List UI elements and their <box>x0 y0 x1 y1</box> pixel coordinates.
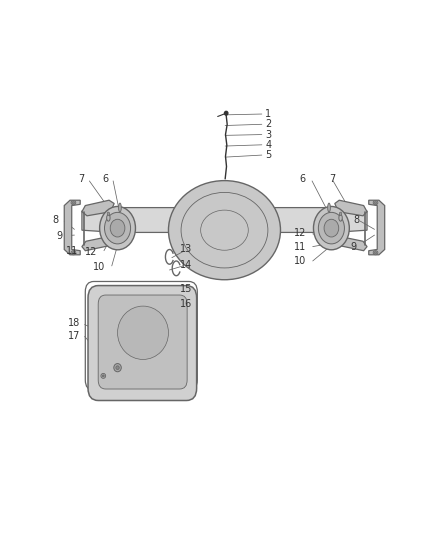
Polygon shape <box>82 236 114 251</box>
Ellipse shape <box>119 203 121 212</box>
Ellipse shape <box>72 252 74 254</box>
Text: 10: 10 <box>93 262 105 272</box>
Ellipse shape <box>314 206 350 250</box>
Ellipse shape <box>71 251 76 255</box>
Ellipse shape <box>169 181 280 280</box>
Polygon shape <box>82 207 367 232</box>
Ellipse shape <box>99 206 135 250</box>
Text: 10: 10 <box>294 256 306 266</box>
FancyBboxPatch shape <box>98 295 187 389</box>
Text: 14: 14 <box>180 260 192 270</box>
Text: 6: 6 <box>102 174 108 184</box>
Text: 11: 11 <box>294 241 306 252</box>
Polygon shape <box>369 200 385 255</box>
Text: 5: 5 <box>265 150 272 160</box>
Text: 17: 17 <box>68 330 80 341</box>
Text: 1: 1 <box>265 109 271 119</box>
Ellipse shape <box>339 215 342 221</box>
Ellipse shape <box>224 111 228 115</box>
Ellipse shape <box>117 306 169 359</box>
Text: 6: 6 <box>300 174 306 184</box>
Ellipse shape <box>116 366 119 369</box>
Ellipse shape <box>101 374 106 378</box>
Polygon shape <box>82 200 114 216</box>
Ellipse shape <box>105 212 131 244</box>
Ellipse shape <box>107 212 110 215</box>
Ellipse shape <box>71 200 76 205</box>
Text: 8: 8 <box>52 215 58 225</box>
Ellipse shape <box>318 212 344 244</box>
Text: 9: 9 <box>56 230 62 240</box>
Ellipse shape <box>110 219 125 237</box>
Polygon shape <box>335 200 367 216</box>
Ellipse shape <box>324 219 339 237</box>
FancyBboxPatch shape <box>88 286 197 400</box>
Text: 3: 3 <box>265 130 271 140</box>
Ellipse shape <box>373 200 378 205</box>
Text: 8: 8 <box>353 215 360 225</box>
Ellipse shape <box>373 251 378 255</box>
Text: 7: 7 <box>78 174 85 184</box>
Polygon shape <box>335 236 367 251</box>
Text: 13: 13 <box>180 245 192 254</box>
Ellipse shape <box>114 364 121 372</box>
Text: 4: 4 <box>265 140 271 150</box>
Text: 15: 15 <box>180 284 192 294</box>
Text: 18: 18 <box>68 318 80 328</box>
Text: 2: 2 <box>265 119 272 130</box>
Ellipse shape <box>107 215 110 221</box>
Ellipse shape <box>374 201 377 204</box>
Text: 12: 12 <box>85 247 97 256</box>
Text: 11: 11 <box>66 246 78 256</box>
Ellipse shape <box>328 203 330 212</box>
Ellipse shape <box>102 375 104 377</box>
Ellipse shape <box>72 201 74 204</box>
Text: 7: 7 <box>329 174 335 184</box>
Text: 9: 9 <box>350 241 356 252</box>
Text: 16: 16 <box>180 299 192 309</box>
Ellipse shape <box>374 252 377 254</box>
Polygon shape <box>64 200 80 255</box>
Ellipse shape <box>339 212 342 215</box>
Text: 12: 12 <box>293 228 306 238</box>
